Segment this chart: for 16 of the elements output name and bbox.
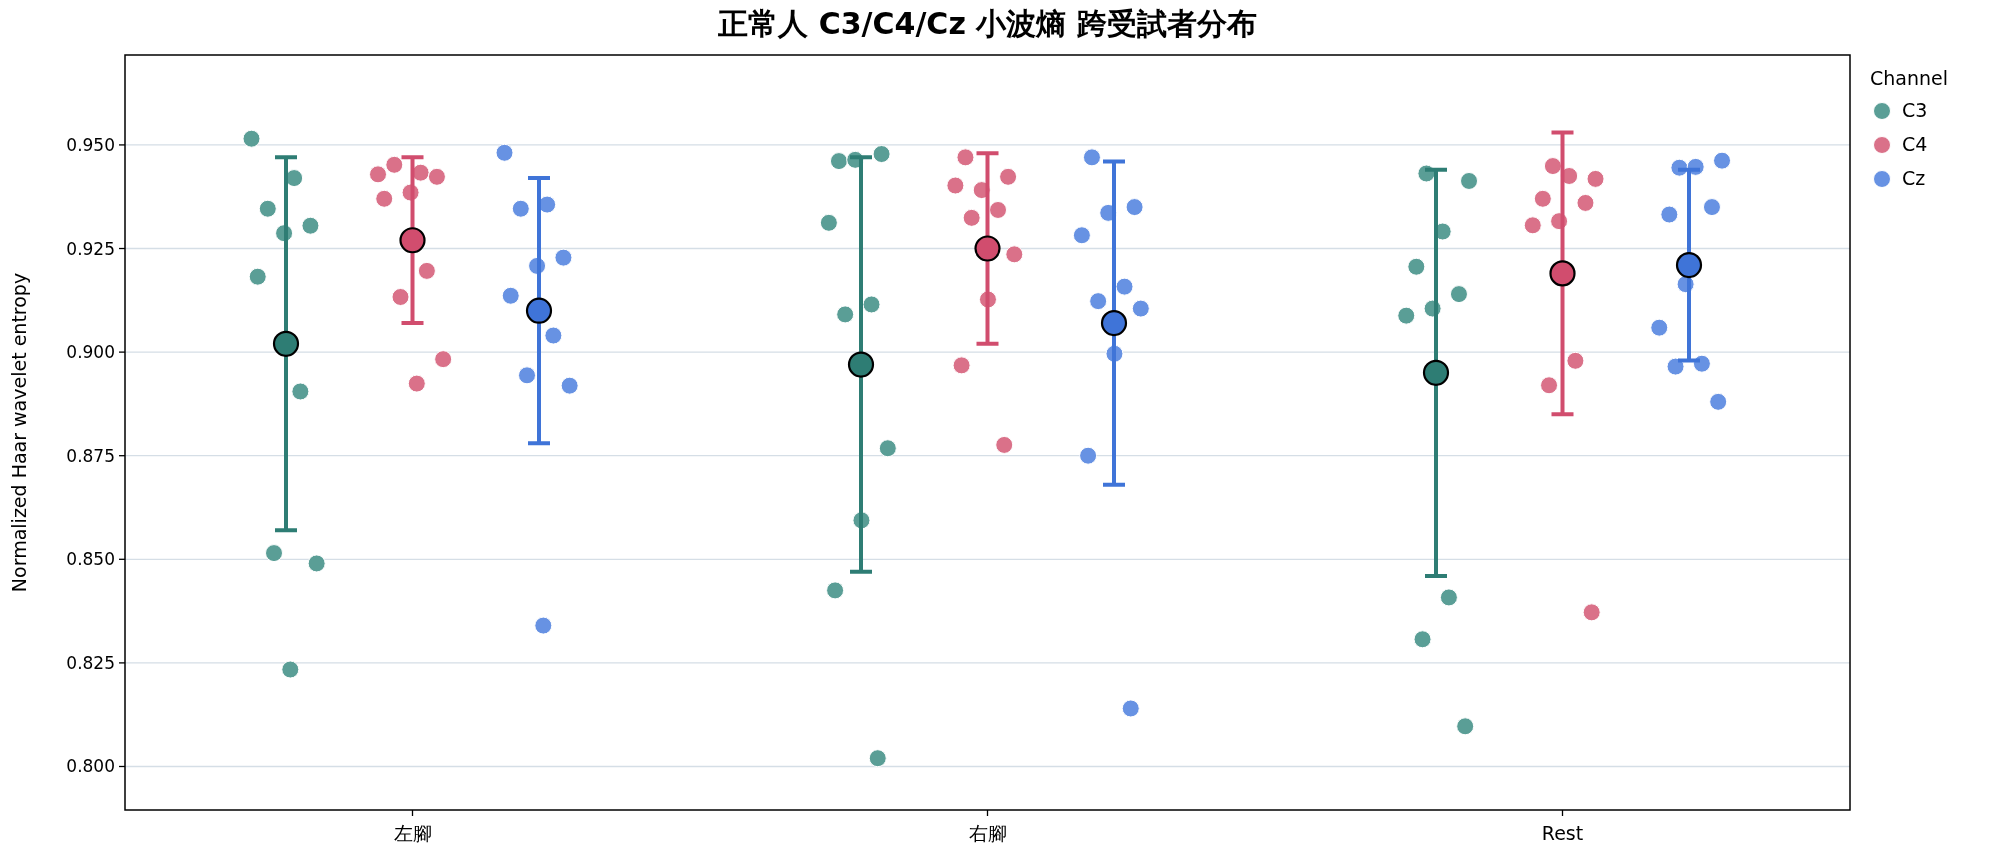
y-tick-label: 0.850 <box>66 549 115 570</box>
y-tick-label: 0.950 <box>66 134 115 155</box>
x-tick-label: 右腳 <box>968 822 1007 844</box>
y-tick-label: 0.900 <box>66 342 115 363</box>
legend-label: Cz <box>1902 167 1926 189</box>
legend-label: C3 <box>1902 99 1928 121</box>
y-axis-title: Normalized Haar wavelet entropy <box>8 272 30 593</box>
y-tick-label: 0.925 <box>66 238 115 259</box>
x-tick-label: Rest <box>1541 822 1584 844</box>
x-tick-label: 左腳 <box>393 822 432 844</box>
legend-label: C4 <box>1902 133 1928 155</box>
y-tick-label: 0.800 <box>66 756 115 777</box>
y-tick-label: 0.825 <box>66 652 115 673</box>
legend-title: Channel <box>1870 67 1949 89</box>
chart-title: 正常人 C3/C4/Cz 小波熵 跨受試者分布 <box>717 6 1257 41</box>
y-tick-label: 0.875 <box>66 445 115 466</box>
